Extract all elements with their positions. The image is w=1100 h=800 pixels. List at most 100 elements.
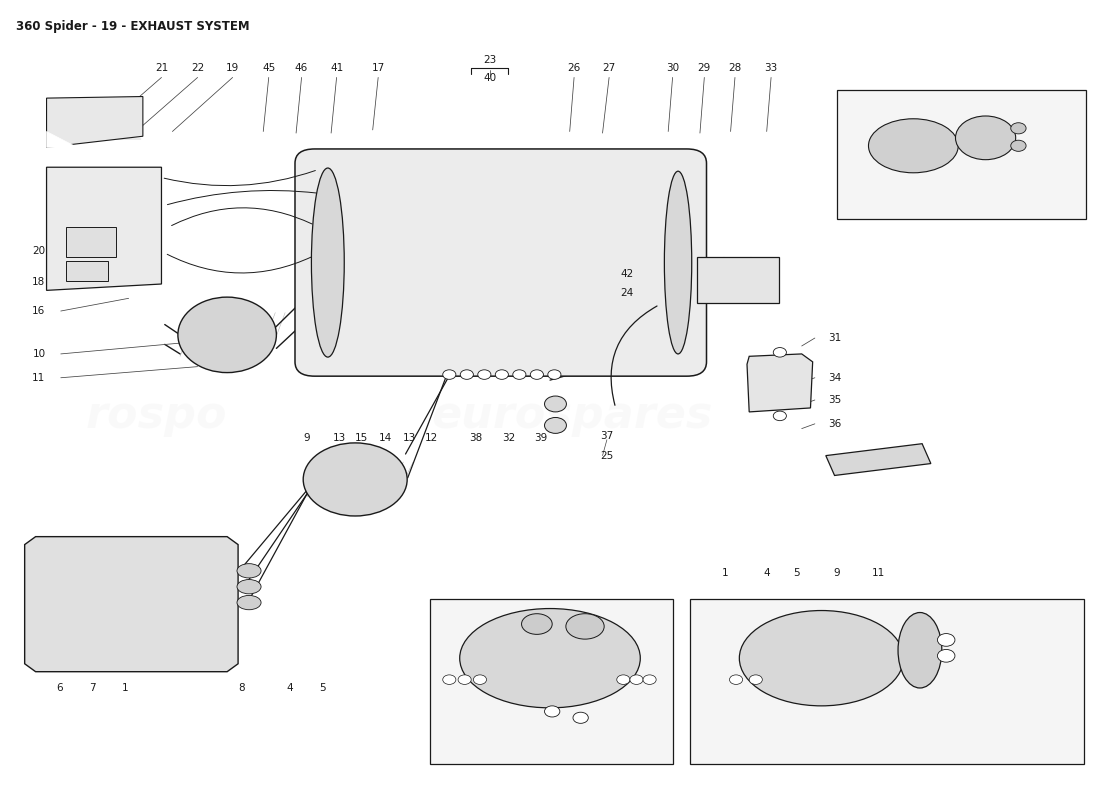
Text: 43: 43 bbox=[1001, 91, 1014, 102]
Text: 28: 28 bbox=[728, 63, 741, 73]
Text: 13: 13 bbox=[404, 433, 417, 443]
Text: 14: 14 bbox=[379, 433, 393, 443]
Ellipse shape bbox=[304, 443, 407, 516]
Text: 1: 1 bbox=[552, 738, 559, 748]
Text: 36: 36 bbox=[828, 419, 842, 429]
Ellipse shape bbox=[956, 116, 1015, 160]
Text: 45: 45 bbox=[262, 63, 275, 73]
Text: 11: 11 bbox=[32, 373, 45, 382]
Text: 1: 1 bbox=[722, 568, 728, 578]
Text: 7: 7 bbox=[89, 682, 96, 693]
Circle shape bbox=[544, 418, 566, 434]
Text: 3: 3 bbox=[520, 698, 527, 709]
Text: Valid for not catalyzed cars: Valid for not catalyzed cars bbox=[891, 192, 1032, 202]
Text: 42: 42 bbox=[620, 270, 634, 279]
Polygon shape bbox=[46, 131, 77, 147]
Circle shape bbox=[473, 675, 486, 685]
Text: 19: 19 bbox=[226, 63, 239, 73]
FancyBboxPatch shape bbox=[696, 257, 779, 303]
Text: 5: 5 bbox=[793, 568, 800, 578]
Text: 41: 41 bbox=[330, 63, 343, 73]
Text: eurospares: eurospares bbox=[710, 606, 938, 639]
Text: 27: 27 bbox=[603, 63, 616, 73]
Circle shape bbox=[1011, 122, 1026, 134]
Text: 10: 10 bbox=[32, 349, 45, 359]
Text: 11: 11 bbox=[871, 568, 886, 578]
Circle shape bbox=[937, 650, 955, 662]
Circle shape bbox=[1011, 140, 1026, 151]
FancyBboxPatch shape bbox=[295, 149, 706, 376]
Text: 1: 1 bbox=[565, 721, 572, 730]
Circle shape bbox=[773, 411, 786, 421]
Circle shape bbox=[644, 675, 657, 685]
Text: 360 Spider - 19 - EXHAUST SYSTEM: 360 Spider - 19 - EXHAUST SYSTEM bbox=[15, 20, 250, 34]
Text: 31: 31 bbox=[828, 333, 842, 343]
Circle shape bbox=[530, 370, 543, 379]
Polygon shape bbox=[46, 167, 162, 290]
Text: 4: 4 bbox=[286, 682, 293, 693]
Polygon shape bbox=[46, 97, 143, 147]
FancyBboxPatch shape bbox=[66, 227, 116, 257]
Text: 6: 6 bbox=[56, 682, 63, 693]
Text: 32: 32 bbox=[502, 433, 515, 443]
Text: 35: 35 bbox=[828, 395, 842, 405]
Text: 15: 15 bbox=[355, 433, 368, 443]
Ellipse shape bbox=[869, 118, 958, 173]
Text: 9: 9 bbox=[304, 433, 310, 443]
Text: 4: 4 bbox=[763, 568, 770, 578]
Text: 33: 33 bbox=[764, 63, 778, 73]
Circle shape bbox=[513, 370, 526, 379]
Circle shape bbox=[937, 634, 955, 646]
Text: 5: 5 bbox=[319, 682, 326, 693]
Text: 39: 39 bbox=[535, 433, 548, 443]
FancyBboxPatch shape bbox=[690, 598, 1085, 764]
FancyBboxPatch shape bbox=[66, 261, 108, 281]
Text: 13: 13 bbox=[333, 433, 346, 443]
Circle shape bbox=[773, 347, 786, 357]
Ellipse shape bbox=[898, 613, 942, 688]
Circle shape bbox=[573, 712, 588, 723]
Text: 26: 26 bbox=[568, 63, 581, 73]
Text: Vale fino al motore Nr. 62657: Vale fino al motore Nr. 62657 bbox=[475, 711, 627, 721]
Text: Vale per USA e CDN: Vale per USA e CDN bbox=[818, 671, 956, 685]
Polygon shape bbox=[826, 444, 931, 475]
Circle shape bbox=[442, 370, 455, 379]
Ellipse shape bbox=[178, 297, 276, 373]
Circle shape bbox=[617, 675, 630, 685]
Ellipse shape bbox=[565, 614, 604, 639]
Text: 12: 12 bbox=[426, 433, 439, 443]
Text: 1: 1 bbox=[122, 682, 129, 693]
Text: 38: 38 bbox=[469, 433, 482, 443]
Circle shape bbox=[477, 370, 491, 379]
Text: eurospares: eurospares bbox=[431, 394, 713, 438]
Text: 34: 34 bbox=[828, 373, 842, 382]
Text: 22: 22 bbox=[191, 63, 205, 73]
Text: rospo: rospo bbox=[85, 394, 227, 438]
Text: 21: 21 bbox=[155, 63, 168, 73]
Text: 37: 37 bbox=[601, 430, 614, 441]
Text: 30: 30 bbox=[666, 63, 679, 73]
Circle shape bbox=[729, 675, 743, 685]
Circle shape bbox=[630, 675, 644, 685]
Text: Vale per vetture non catalizzate: Vale per vetture non catalizzate bbox=[878, 173, 1045, 182]
Circle shape bbox=[442, 675, 455, 685]
Text: 16: 16 bbox=[32, 306, 45, 316]
Text: Valid for USA and CDN: Valid for USA and CDN bbox=[782, 706, 992, 723]
Text: 44: 44 bbox=[968, 91, 981, 102]
Circle shape bbox=[460, 370, 473, 379]
Text: 29: 29 bbox=[697, 63, 711, 73]
Ellipse shape bbox=[236, 595, 261, 610]
Text: 25: 25 bbox=[601, 450, 614, 461]
Circle shape bbox=[749, 675, 762, 685]
Circle shape bbox=[548, 370, 561, 379]
Text: 46: 46 bbox=[295, 63, 308, 73]
Circle shape bbox=[544, 396, 566, 412]
Ellipse shape bbox=[460, 609, 640, 708]
Ellipse shape bbox=[521, 614, 552, 634]
Ellipse shape bbox=[236, 564, 261, 578]
Text: 20: 20 bbox=[32, 246, 45, 256]
Circle shape bbox=[495, 370, 508, 379]
Polygon shape bbox=[747, 354, 813, 412]
Text: 18: 18 bbox=[32, 278, 45, 287]
Text: 23: 23 bbox=[483, 55, 496, 65]
